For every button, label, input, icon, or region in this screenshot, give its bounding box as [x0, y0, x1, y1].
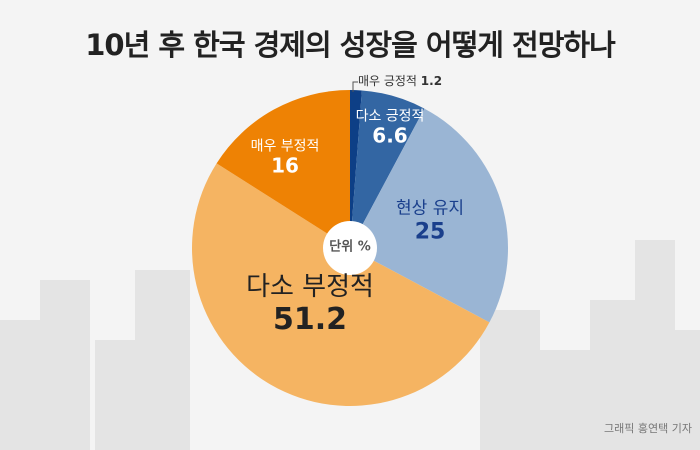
pie-slice — [350, 90, 362, 248]
slice-label-name: 다소 긍정적 — [355, 108, 425, 125]
slice-label: 다소 긍정적 6.6 — [356, 108, 425, 147]
slice-label: 다소 부정적 51.2 — [246, 271, 374, 337]
slice-value: 6.6 — [372, 123, 408, 148]
slice-value: 16 — [271, 153, 299, 178]
slice-label: 매우 긍정적 1.2 — [357, 74, 443, 89]
pie-slice — [350, 90, 425, 249]
slice-label-name: 매우 부정적 — [250, 138, 320, 155]
pie-slice — [350, 108, 508, 323]
slice-label-name: 매우 긍정적 — [357, 74, 417, 89]
credit: 그래픽 홍연택 기자 — [604, 422, 692, 435]
pie-slice — [192, 163, 490, 406]
center-hole — [323, 221, 377, 275]
slice-value: 1.2 — [420, 74, 443, 89]
leader-line — [352, 81, 358, 92]
slice-label-name: 현상 유지 — [396, 198, 464, 219]
pie-slice — [216, 90, 350, 248]
unit-label: 단위 % — [329, 239, 371, 255]
slice-label: 매우 부정적 16 — [251, 138, 320, 177]
slice-label: 현상 유지 25 — [396, 198, 464, 245]
slice-value: 25 — [414, 219, 446, 245]
slice-label-name: 다소 부정적 — [246, 271, 374, 302]
slice-value: 51.2 — [272, 301, 348, 337]
chart-title: 10년 후 한국 경제의 성장을 어떻게 전망하나 — [85, 28, 616, 62]
